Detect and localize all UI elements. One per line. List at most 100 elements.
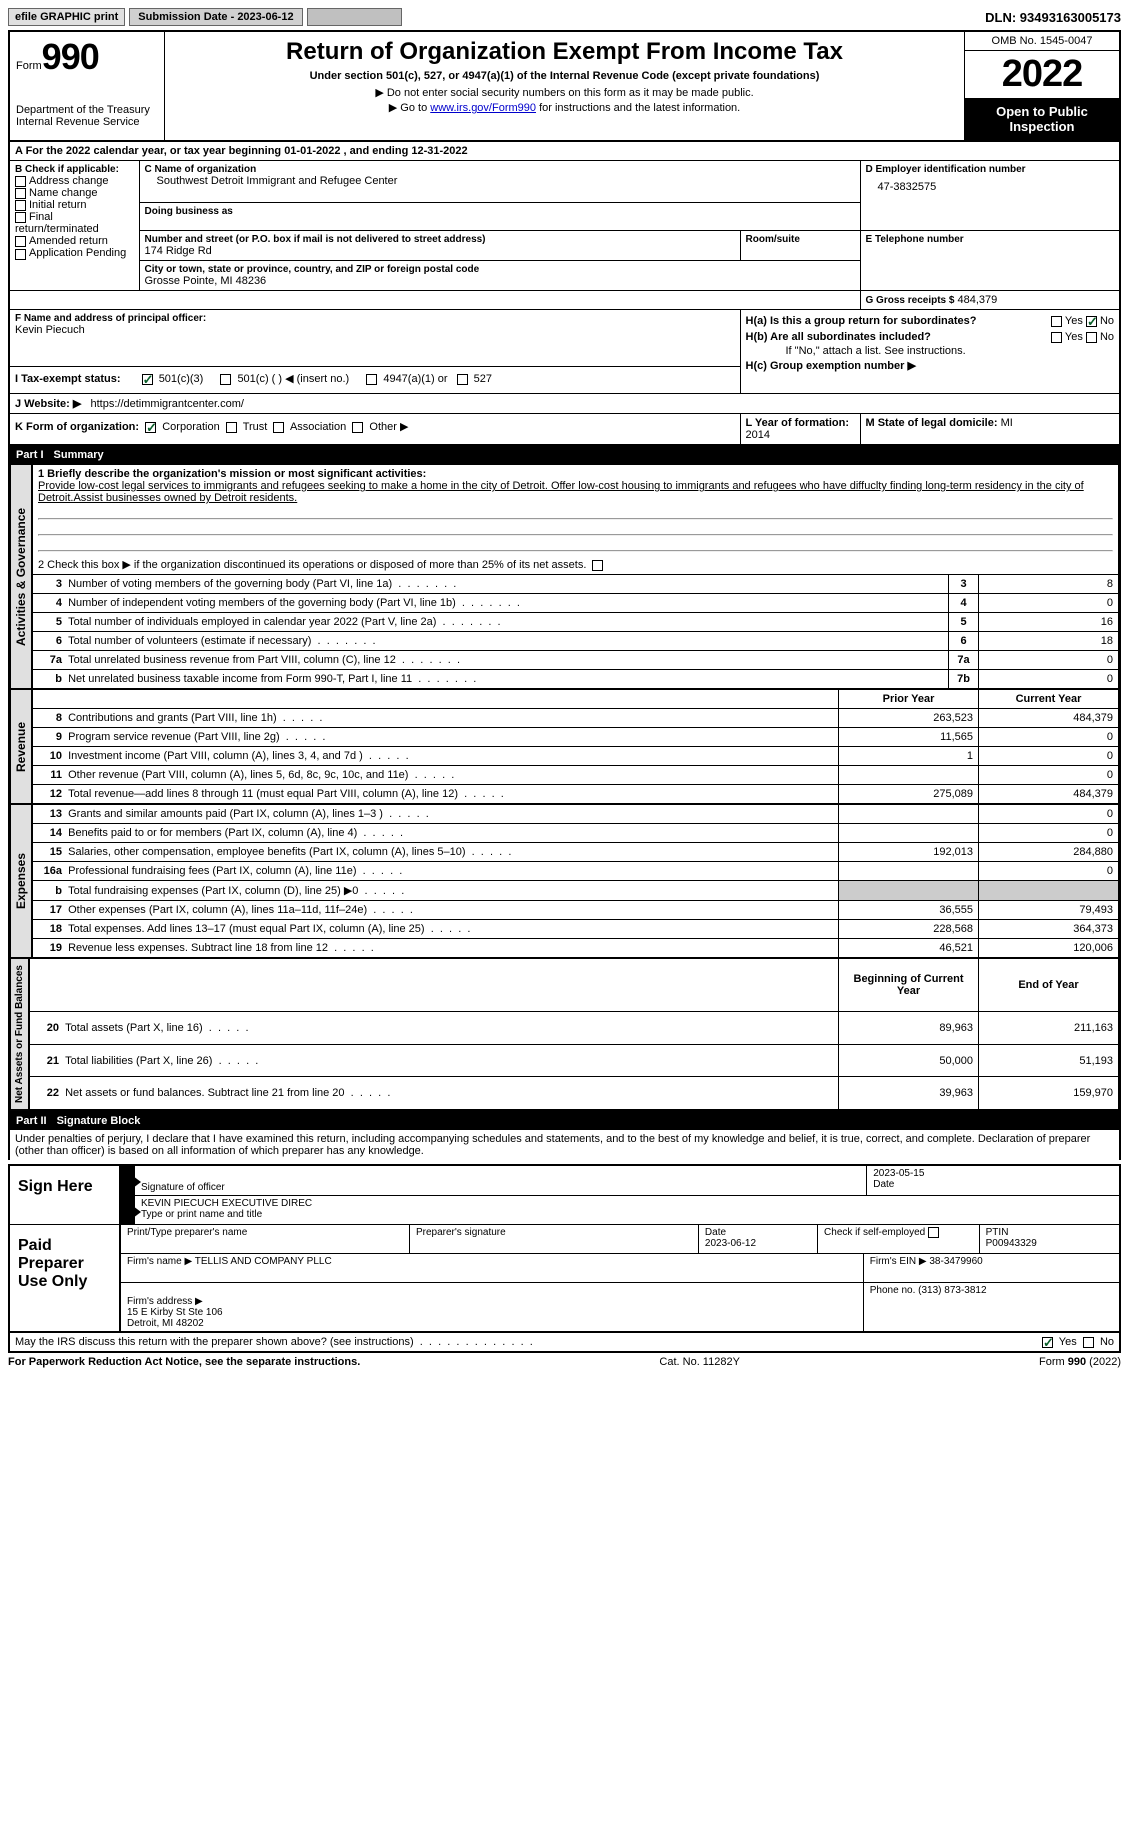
l1-text: Provide low-cost legal services to immig… bbox=[38, 480, 1113, 504]
spacer-button bbox=[307, 8, 402, 26]
ptin-label: PTIN bbox=[986, 1227, 1113, 1238]
data-row: 14 Benefits paid to or for members (Part… bbox=[33, 824, 1119, 843]
part1-header: Part I Summary bbox=[8, 446, 1121, 464]
4947-checkbox[interactable] bbox=[366, 374, 377, 385]
prep-check-label: Check if self-employed bbox=[824, 1227, 925, 1238]
hb-yes-checkbox[interactable] bbox=[1051, 332, 1062, 343]
501c3-checkbox[interactable] bbox=[142, 374, 153, 385]
501c-checkbox[interactable] bbox=[220, 374, 231, 385]
app-pending-checkbox[interactable] bbox=[15, 249, 26, 260]
opt-initial: Initial return bbox=[29, 199, 86, 211]
block-b-label: B Check if applicable: bbox=[15, 164, 134, 175]
data-row: b Total fundraising expenses (Part IX, c… bbox=[33, 881, 1119, 901]
block-k-label: K Form of organization: bbox=[15, 421, 139, 433]
discuss-yes: Yes bbox=[1059, 1336, 1077, 1348]
ha-yes-checkbox[interactable] bbox=[1051, 316, 1062, 327]
part2-label: Part II bbox=[16, 1115, 57, 1127]
street-value: 174 Ridge Rd bbox=[145, 245, 735, 257]
form-label: Form bbox=[16, 60, 42, 72]
gov-row: 6 Total number of volunteers (estimate i… bbox=[33, 632, 1119, 651]
data-row: 20 Total assets (Part X, line 16) . . . … bbox=[30, 1012, 1119, 1045]
data-row: 10 Investment income (Part VIII, column … bbox=[33, 747, 1119, 766]
firm-addr: 15 E Kirby St Ste 106 Detroit, MI 48202 bbox=[127, 1307, 223, 1329]
prep-date: 2023-06-12 bbox=[705, 1238, 756, 1249]
h-b-note: If "No," attach a list. See instructions… bbox=[746, 345, 1115, 357]
gov-row: b Net unrelated business taxable income … bbox=[33, 670, 1119, 689]
opt-assoc: Association bbox=[290, 421, 346, 433]
block-c-name-label: C Name of organization bbox=[145, 164, 855, 175]
address-change-checkbox[interactable] bbox=[15, 176, 26, 187]
part1-name: Summary bbox=[54, 449, 104, 461]
gross-receipts: 484,379 bbox=[958, 294, 998, 306]
ein-value: 47-3832575 bbox=[866, 175, 1115, 199]
opt-amended: Amended return bbox=[29, 235, 108, 247]
527-checkbox[interactable] bbox=[457, 374, 468, 385]
amended-return-checkbox[interactable] bbox=[15, 236, 26, 247]
discuss-yes-checkbox[interactable] bbox=[1042, 1337, 1053, 1348]
ptin-value: P00943329 bbox=[986, 1238, 1113, 1249]
opt-address: Address change bbox=[29, 175, 109, 187]
sig-name-label: Type or print name and title bbox=[141, 1209, 1113, 1220]
gov-vlabel: Activities & Governance bbox=[10, 464, 32, 689]
sign-here-label: Sign Here bbox=[10, 1166, 120, 1224]
form-subtitle: Under section 501(c), 527, or 4947(a)(1)… bbox=[173, 70, 956, 82]
ssn-note: ▶ Do not enter social security numbers o… bbox=[173, 86, 956, 99]
trust-checkbox[interactable] bbox=[226, 422, 237, 433]
period-line: A For the 2022 calendar year, or tax yea… bbox=[9, 141, 1120, 161]
current-year-header: Current Year bbox=[979, 690, 1119, 709]
prep-sig-label: Preparer's signature bbox=[416, 1227, 692, 1238]
other-checkbox[interactable] bbox=[352, 422, 363, 433]
block-l-label: L Year of formation: bbox=[746, 417, 850, 429]
self-employed-checkbox[interactable] bbox=[928, 1227, 939, 1238]
block-g-label: G Gross receipts $ bbox=[866, 295, 955, 306]
goto-pre: ▶ Go to bbox=[389, 102, 430, 114]
sig-name: KEVIN PIECUCH EXECUTIVE DIREC bbox=[141, 1198, 1113, 1209]
exp-vlabel: Expenses bbox=[10, 804, 32, 958]
inspection-label: Open to Public Inspection bbox=[965, 98, 1119, 140]
form-title: Return of Organization Exempt From Incom… bbox=[173, 38, 956, 66]
dba-label: Doing business as bbox=[145, 206, 855, 217]
footer-right: Form 990 (2022) bbox=[1039, 1356, 1121, 1368]
block-e-label: E Telephone number bbox=[866, 234, 1115, 245]
name-change-checkbox[interactable] bbox=[15, 188, 26, 199]
opt-501c: 501(c) ( ) ◀ (insert no.) bbox=[237, 373, 349, 385]
irs-link[interactable]: www.irs.gov/Form990 bbox=[430, 102, 536, 114]
org-name: Southwest Detroit Immigrant and Refugee … bbox=[145, 175, 855, 187]
block-d-label: D Employer identification number bbox=[866, 164, 1115, 175]
opt-final: Final return/terminated bbox=[15, 211, 99, 235]
hb-no-checkbox[interactable] bbox=[1086, 332, 1097, 343]
data-row: 12 Total revenue—add lines 8 through 11 … bbox=[33, 785, 1119, 804]
footer-left: For Paperwork Reduction Act Notice, see … bbox=[8, 1356, 360, 1368]
efile-print-button[interactable]: efile GRAPHIC print bbox=[8, 8, 125, 26]
assoc-checkbox[interactable] bbox=[273, 422, 284, 433]
discuss-no-checkbox[interactable] bbox=[1083, 1337, 1094, 1348]
firm-name: TELLIS AND COMPANY PLLC bbox=[195, 1256, 332, 1267]
part2-header: Part II Signature Block bbox=[8, 1112, 1121, 1130]
city-value: Grosse Pointe, MI 48236 bbox=[145, 275, 855, 287]
year-formation: 2014 bbox=[746, 429, 770, 441]
data-row: 9 Program service revenue (Part VIII, li… bbox=[33, 728, 1119, 747]
data-row: 17 Other expenses (Part IX, column (A), … bbox=[33, 901, 1119, 920]
gov-row: 4 Number of independent voting members o… bbox=[33, 594, 1119, 613]
block-f-label: F Name and address of principal officer: bbox=[15, 313, 735, 324]
prep-print-label: Print/Type preparer's name bbox=[127, 1227, 403, 1238]
ha-no-checkbox[interactable] bbox=[1086, 316, 1097, 327]
footer-mid: Cat. No. 11282Y bbox=[659, 1356, 740, 1368]
end-year-header: End of Year bbox=[979, 959, 1119, 1012]
initial-return-checkbox[interactable] bbox=[15, 200, 26, 211]
opt-pending: Application Pending bbox=[29, 247, 126, 260]
prep-date-label: Date bbox=[705, 1227, 726, 1238]
opt-527: 527 bbox=[474, 373, 492, 385]
sig-officer-label: Signature of officer bbox=[141, 1182, 860, 1193]
data-row: 21 Total liabilities (Part X, line 26) .… bbox=[30, 1044, 1119, 1077]
corp-checkbox[interactable] bbox=[145, 422, 156, 433]
firm-ein-label: Firm's EIN ▶ bbox=[870, 1256, 927, 1267]
sig-date-label: Date bbox=[873, 1179, 1113, 1190]
data-row: 16a Professional fundraising fees (Part … bbox=[33, 862, 1119, 881]
opt-trust: Trust bbox=[243, 421, 268, 433]
gov-row: 5 Total number of individuals employed i… bbox=[33, 613, 1119, 632]
prior-year-header: Prior Year bbox=[839, 690, 979, 709]
l2-text: 2 Check this box ▶ if the organization d… bbox=[38, 559, 586, 571]
final-return-checkbox[interactable] bbox=[15, 212, 26, 223]
l2-checkbox[interactable] bbox=[592, 560, 603, 571]
